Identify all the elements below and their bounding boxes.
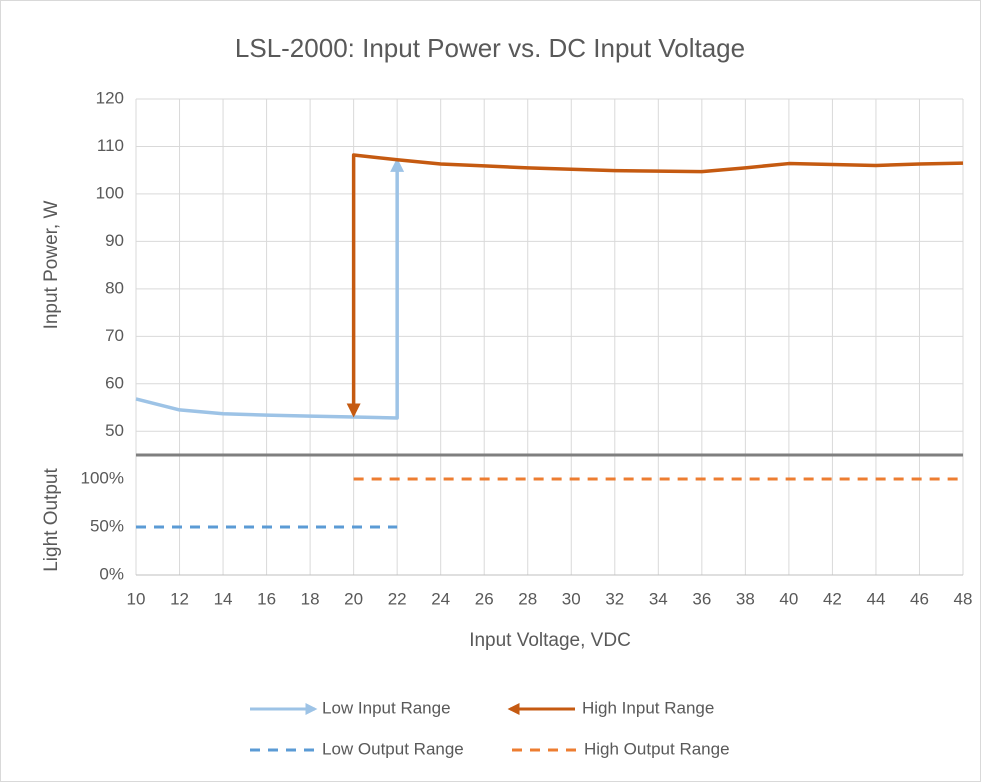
x-tick-label: 26	[475, 589, 494, 608]
y-tick-label: 110	[97, 136, 124, 155]
y-tick-label: 70	[105, 326, 124, 345]
x-tick-label: 20	[344, 589, 363, 608]
x-tick-label: 34	[649, 589, 668, 608]
x-tick-label: 46	[910, 589, 929, 608]
legend-label: Low Output Range	[322, 739, 464, 758]
x-tick-label: 38	[736, 589, 755, 608]
y-tick-label: 100	[96, 183, 124, 202]
x-tick-label: 28	[518, 589, 537, 608]
x-tick-label: 12	[170, 589, 189, 608]
x-tick-label: 14	[214, 589, 233, 608]
x-tick-label: 30	[562, 589, 581, 608]
y-tick-label: 120	[96, 88, 124, 107]
y-tick-label: 80	[105, 278, 124, 297]
y-tick-label: 100%	[81, 468, 124, 487]
legend-label: Low Input Range	[322, 698, 451, 717]
series-line	[135, 157, 405, 420]
x-tick-label: 32	[605, 589, 624, 608]
x-tick-label: 24	[431, 589, 450, 608]
x-tick-label: 16	[257, 589, 276, 608]
legend-label: High Input Range	[582, 698, 714, 717]
x-tick-label: 36	[692, 589, 711, 608]
x-tick-label: 44	[866, 589, 885, 608]
y-tick-label: 50%	[90, 516, 124, 535]
x-tick-label: 48	[954, 589, 973, 608]
x-tick-label: 42	[823, 589, 842, 608]
y-tick-label: 50	[105, 421, 124, 440]
y-tick-label: 0%	[99, 564, 124, 583]
legend-label: High Output Range	[584, 739, 730, 758]
x-tick-label: 10	[127, 589, 146, 608]
series-line	[346, 153, 964, 418]
x-axis-label: Input Voltage, VDC	[469, 630, 631, 651]
x-tick-label: 40	[779, 589, 798, 608]
y-tick-label: 60	[105, 373, 124, 392]
y-axis-label: Light Output	[41, 468, 62, 572]
x-tick-label: 18	[301, 589, 320, 608]
y-axis-label: Input Power, W	[41, 201, 62, 330]
chart-title: LSL-2000: Input Power vs. DC Input Volta…	[235, 33, 745, 63]
x-tick-label: 22	[388, 589, 407, 608]
y-tick-label: 90	[105, 231, 124, 250]
